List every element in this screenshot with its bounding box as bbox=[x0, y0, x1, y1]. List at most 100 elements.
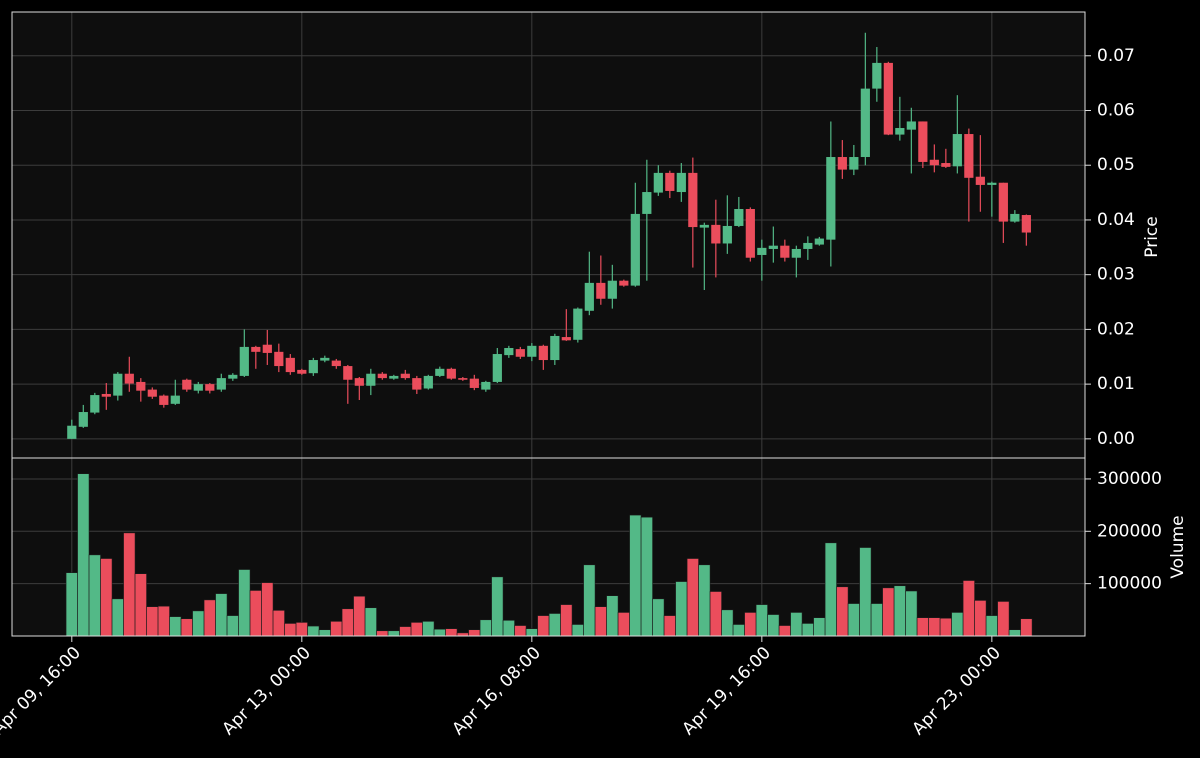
volume-bar bbox=[813, 617, 826, 637]
candle-body bbox=[780, 245, 790, 258]
candle-body bbox=[458, 378, 468, 380]
candle-body bbox=[446, 368, 456, 379]
volume-bar bbox=[65, 572, 78, 637]
volume-bar bbox=[560, 604, 573, 637]
candle-body bbox=[354, 378, 364, 386]
candle-body bbox=[251, 346, 261, 352]
candle-body bbox=[136, 381, 146, 391]
candle-body bbox=[998, 182, 1008, 222]
candle-body bbox=[412, 378, 422, 390]
candle-body bbox=[285, 357, 295, 373]
candle-body bbox=[860, 88, 870, 158]
candle-body bbox=[239, 346, 249, 376]
candle-body bbox=[929, 159, 939, 166]
y-tick-label: 0.01 bbox=[1097, 374, 1135, 394]
plot-layer: 0.00 0.01 0.02 0.03 0.04 0.05 0.06 0.07 100000 20… bbox=[0, 12, 1162, 739]
price-axis-label: Price bbox=[1142, 216, 1162, 257]
volume-bar bbox=[422, 621, 435, 637]
candle-body bbox=[964, 134, 974, 178]
volume-bar bbox=[962, 580, 975, 637]
volume-bar bbox=[686, 558, 699, 637]
volume-frame bbox=[11, 457, 1086, 637]
volume-bar bbox=[755, 604, 768, 637]
candle-body bbox=[193, 384, 203, 391]
volume-bar bbox=[1020, 618, 1033, 637]
candle-body bbox=[711, 224, 721, 244]
candle-body bbox=[676, 172, 686, 193]
volume-bar bbox=[226, 615, 239, 637]
y-tick-label: 100000 bbox=[1097, 574, 1162, 594]
volume-bar bbox=[847, 603, 860, 637]
volume-bar bbox=[525, 628, 538, 637]
x-tick-label: Apr 23, 00:00 bbox=[909, 643, 1005, 739]
candle-body bbox=[883, 62, 893, 135]
y-tick-label: 0.04 bbox=[1097, 210, 1135, 230]
volume-bar bbox=[123, 532, 136, 637]
candle-body bbox=[320, 357, 330, 361]
volume-bar bbox=[571, 624, 584, 637]
volume-bar bbox=[939, 617, 952, 637]
volume-bar bbox=[284, 623, 297, 637]
volume-bar bbox=[767, 614, 780, 637]
volume-bar bbox=[169, 616, 182, 637]
candle-body bbox=[699, 224, 709, 228]
candle-body bbox=[895, 128, 905, 135]
volume-bar bbox=[387, 630, 400, 637]
candle-body bbox=[642, 192, 652, 214]
volume-bar bbox=[663, 615, 676, 637]
volume-bar bbox=[606, 595, 619, 637]
x-tick-label: Apr 13, 00:00 bbox=[219, 643, 315, 739]
candle-body bbox=[826, 157, 836, 240]
candle-body bbox=[389, 375, 399, 379]
volume-bar bbox=[272, 610, 285, 637]
candle-body bbox=[722, 225, 732, 244]
volume-bar bbox=[583, 564, 596, 637]
volume-bar bbox=[916, 617, 929, 637]
volume-bar bbox=[88, 554, 101, 637]
candle-body bbox=[423, 375, 433, 389]
candle-body bbox=[757, 247, 767, 255]
volume-bar bbox=[364, 607, 377, 637]
x-tick-label: Apr 19, 16:00 bbox=[679, 643, 775, 739]
candle-body bbox=[630, 213, 640, 286]
y-tick-label: 0.03 bbox=[1097, 265, 1135, 285]
volume-bar bbox=[652, 598, 665, 637]
candle-body bbox=[147, 389, 157, 397]
volume-bar bbox=[778, 625, 791, 637]
volume-axis-label: Volume bbox=[1168, 515, 1188, 578]
volume-bar bbox=[905, 590, 918, 637]
volume-bar bbox=[893, 585, 906, 637]
volume-panel bbox=[12, 458, 1085, 636]
volume-bar bbox=[882, 587, 895, 637]
candle-body bbox=[906, 121, 916, 130]
candle-body bbox=[561, 337, 571, 341]
candle-body bbox=[837, 157, 847, 170]
x-tick-label: Apr 16, 08:00 bbox=[449, 643, 545, 739]
volume-bar bbox=[376, 630, 389, 637]
candle-body bbox=[573, 308, 583, 340]
volume-bar bbox=[491, 576, 504, 637]
volume-bar bbox=[77, 473, 90, 637]
volume-bar bbox=[180, 618, 193, 637]
candle-body bbox=[377, 373, 387, 379]
candle-body bbox=[366, 373, 376, 386]
y-tick-label: 0.02 bbox=[1097, 319, 1135, 339]
volume-bar bbox=[629, 514, 642, 637]
volume-bar bbox=[215, 593, 228, 637]
volume-bar bbox=[790, 612, 803, 637]
candle-body bbox=[768, 245, 778, 249]
volume-bar bbox=[157, 605, 170, 637]
candle-body bbox=[124, 373, 134, 384]
candle-body bbox=[90, 395, 100, 413]
volume-bar bbox=[479, 619, 492, 637]
candle-body bbox=[78, 412, 88, 427]
candle-body bbox=[538, 345, 548, 361]
volume-bar bbox=[203, 599, 216, 637]
y-tick-label: 300000 bbox=[1097, 469, 1162, 489]
y-tick-label: 0.07 bbox=[1097, 46, 1135, 66]
candle-body bbox=[504, 348, 514, 356]
volume-bar bbox=[330, 621, 343, 637]
candle-body bbox=[469, 378, 479, 388]
candle-body bbox=[975, 176, 985, 185]
